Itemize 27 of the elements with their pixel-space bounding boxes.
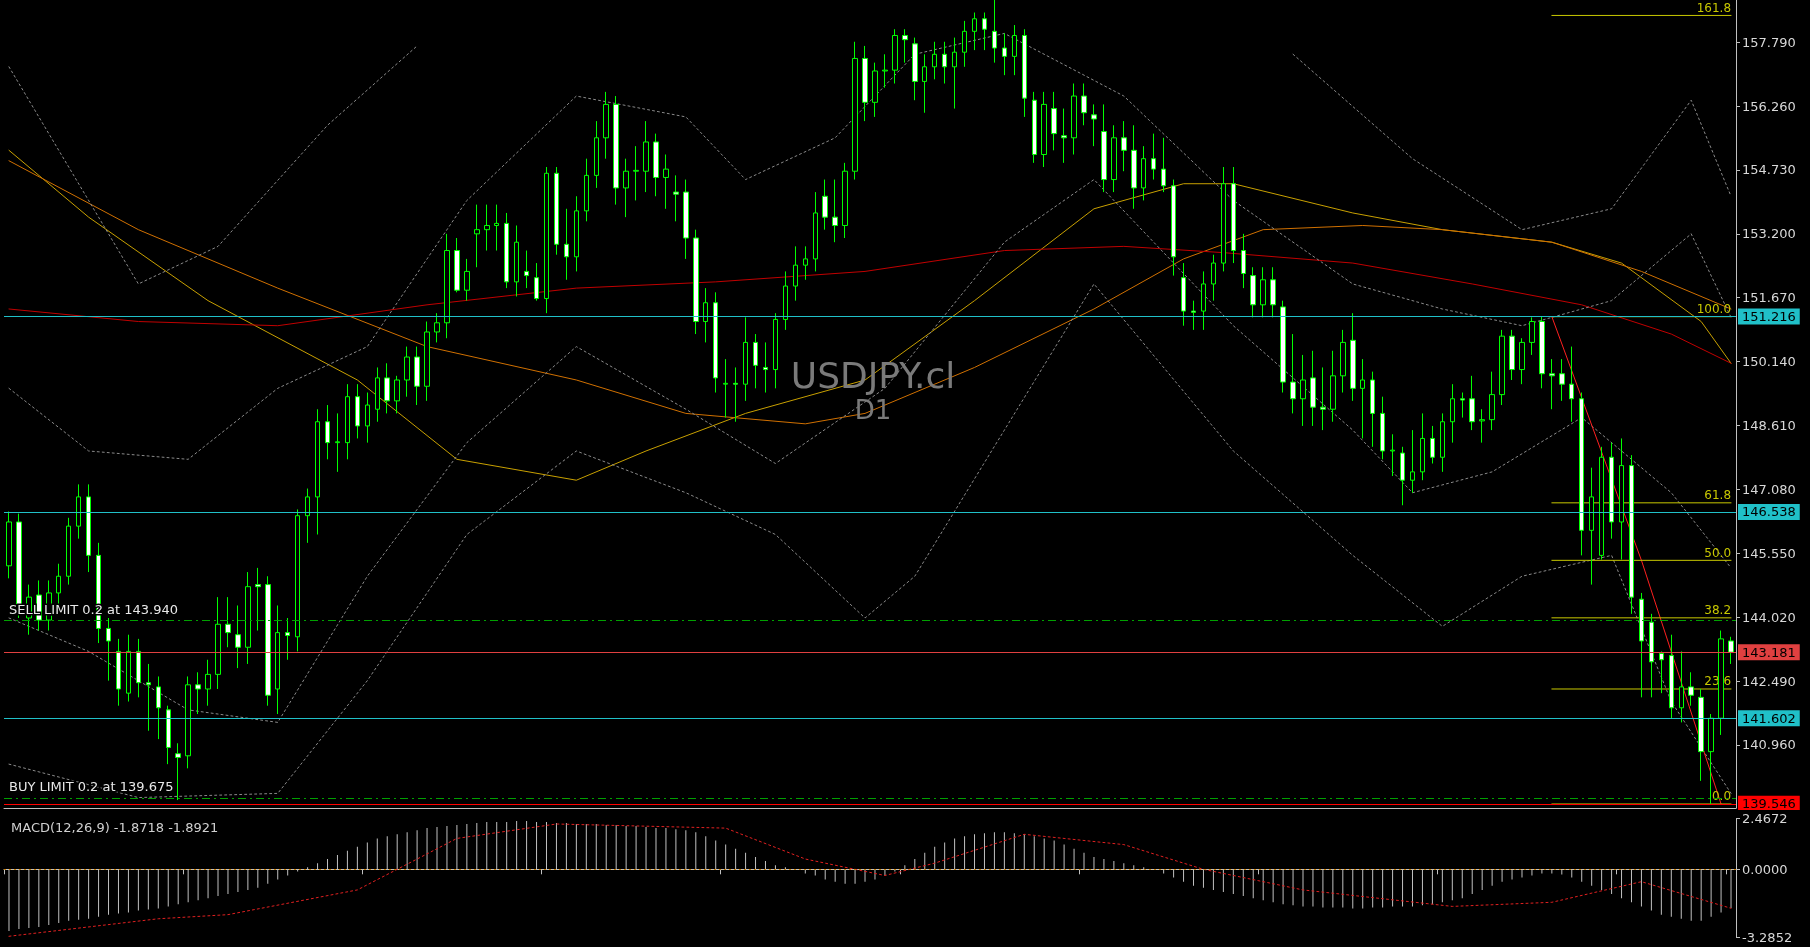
y-tick-label: 147.080 xyxy=(1742,481,1796,497)
y-tick-label: 157.790 xyxy=(1742,34,1796,50)
series-label: 50.0 xyxy=(1704,545,1732,560)
y-tick-label: 151.670 xyxy=(1742,290,1796,306)
y-tick-label: 2.4672 xyxy=(1742,811,1788,826)
ref-line-label: 139.546 xyxy=(1742,796,1796,812)
ref-line-label: 151.216 xyxy=(1742,309,1796,325)
y-tick-label: 140.960 xyxy=(1742,737,1796,753)
series-label: 61.8 xyxy=(1704,488,1732,503)
ref-line-label: 146.538 xyxy=(1742,504,1796,520)
y-tick-label: 150.140 xyxy=(1742,354,1796,370)
series-label: 161.8 xyxy=(1696,0,1732,15)
y-tick-label: 153.200 xyxy=(1742,226,1796,242)
ref-line-label: BUY LIMIT 0.2 at 139.675 xyxy=(9,779,174,795)
chart-title: MACD(12,26,9) -1.8718 -1.8921 xyxy=(11,820,219,835)
y-tick-label: 142.490 xyxy=(1742,673,1796,689)
ref-line-label: 143.181 xyxy=(1742,644,1796,660)
y-tick-label: 154.730 xyxy=(1742,162,1796,178)
y-tick-label: -3.2852 xyxy=(1742,929,1793,945)
y-tick-label: 148.610 xyxy=(1742,418,1796,433)
y-tick-label: 0.0000 xyxy=(1742,861,1788,877)
y-tick-label: 156.260 xyxy=(1742,98,1796,114)
ref-line-label: 141.602 xyxy=(1742,710,1796,726)
y-tick-label: 145.550 xyxy=(1742,545,1796,561)
series-label: 38.2 xyxy=(1704,603,1732,618)
y-tick-label: 144.020 xyxy=(1742,609,1796,625)
series-label: 100.0 xyxy=(1696,302,1732,317)
